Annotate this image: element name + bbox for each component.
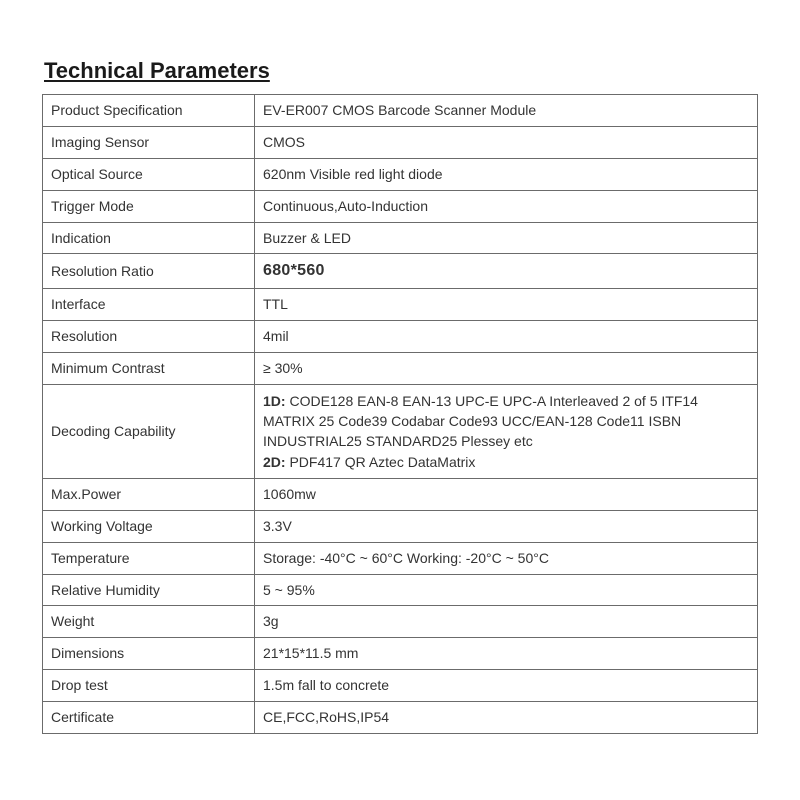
spec-value-text: 4mil (263, 328, 289, 344)
spec-value-text: Buzzer & LED (263, 230, 351, 246)
spec-value: EV-ER007 CMOS Barcode Scanner Module (255, 95, 758, 127)
spec-value-text: 5 ~ 95% (263, 582, 315, 598)
spec-label: Certificate (43, 702, 255, 734)
table-row: Indication Buzzer & LED (43, 222, 758, 254)
spec-value: 3.3V (255, 510, 758, 542)
spec-label: Trigger Mode (43, 190, 255, 222)
spec-value: 1.5m fall to concrete (255, 670, 758, 702)
table-row: Decoding Capability1D: CODE128 EAN-8 EAN… (43, 384, 758, 478)
table-row: Imaging Sensor CMOS (43, 126, 758, 158)
spec-label: Relative Humidity (43, 574, 255, 606)
table-row: Temperature Storage: -40°C ~ 60°C Working… (43, 542, 758, 574)
spec-value: ≥ 30% (255, 352, 758, 384)
table-row: Weight 3g (43, 606, 758, 638)
spec-value: 1D: CODE128 EAN-8 EAN-13 UPC-E UPC-A Int… (255, 384, 758, 478)
spec-value-text: 1060mw (263, 486, 316, 502)
spec-label: Weight (43, 606, 255, 638)
spec-value: 1060mw (255, 478, 758, 510)
decode-1d-label: 1D: (263, 393, 286, 409)
spec-label: Indication (43, 222, 255, 254)
spec-label: Optical Source (43, 158, 255, 190)
spec-value: 3g (255, 606, 758, 638)
page-container: Technical Parameters Product Specificati… (0, 0, 800, 734)
spec-value: TTL (255, 289, 758, 321)
spec-value-text: 21*15*11.5 mm (263, 645, 358, 661)
spec-value-text: 1.5m fall to concrete (263, 677, 389, 693)
spec-value-text: 680*560 (263, 262, 325, 279)
spec-value: Buzzer & LED (255, 222, 758, 254)
table-row: Minimum Contrast ≥ 30% (43, 352, 758, 384)
table-row: Relative Humidity 5 ~ 95% (43, 574, 758, 606)
spec-value-text: Continuous,Auto-Induction (263, 198, 428, 214)
spec-value-text: CE,FCC,RoHS,IP54 (263, 709, 389, 725)
spec-value: CE,FCC,RoHS,IP54 (255, 702, 758, 734)
spec-value-text: TTL (263, 296, 288, 312)
spec-table: Product Specification EV-ER007 CMOS Barco… (42, 94, 758, 734)
spec-value-text: ≥ 30% (263, 360, 303, 376)
spec-value: 620nm Visible red light diode (255, 158, 758, 190)
spec-label: Resolution (43, 320, 255, 352)
spec-value-text: 3.3V (263, 518, 292, 534)
decode-block: 1D: CODE128 EAN-8 EAN-13 UPC-E UPC-A Int… (263, 391, 749, 472)
spec-value-text: CMOS (263, 134, 305, 150)
decode-2d-label: 2D: (263, 454, 286, 470)
spec-value: 4mil (255, 320, 758, 352)
spec-value-text: 3g (263, 613, 279, 629)
decode-1d-text: CODE128 EAN-8 EAN-13 UPC-E UPC-A Interle… (263, 393, 698, 450)
spec-label: Max.Power (43, 478, 255, 510)
spec-value: 21*15*11.5 mm (255, 638, 758, 670)
spec-value: 680*560 (255, 254, 758, 289)
table-row: Dimensions 21*15*11.5 mm (43, 638, 758, 670)
table-row: Product Specification EV-ER007 CMOS Barco… (43, 95, 758, 127)
table-row: Trigger Mode Continuous,Auto-Induction (43, 190, 758, 222)
table-row: Interface TTL (43, 289, 758, 321)
spec-label: Dimensions (43, 638, 255, 670)
table-row: Resolution 4mil (43, 320, 758, 352)
spec-value: 5 ~ 95% (255, 574, 758, 606)
page-title: Technical Parameters (44, 58, 758, 84)
table-row: Max.Power 1060mw (43, 478, 758, 510)
spec-label: Interface (43, 289, 255, 321)
spec-value-text: Storage: -40°C ~ 60°C Working: -20°C ~ 5… (263, 550, 549, 566)
table-row: Optical Source 620nm Visible red light di… (43, 158, 758, 190)
spec-label: Drop test (43, 670, 255, 702)
spec-value: Continuous,Auto-Induction (255, 190, 758, 222)
spec-value-text: EV-ER007 CMOS Barcode Scanner Module (263, 102, 536, 118)
spec-label: Temperature (43, 542, 255, 574)
spec-value-text: 620nm Visible red light diode (263, 166, 443, 182)
spec-label: Decoding Capability (43, 384, 255, 478)
decode-2d-text: PDF417 QR Aztec DataMatrix (286, 454, 476, 470)
table-row: Drop test 1.5m fall to concrete (43, 670, 758, 702)
spec-label: Imaging Sensor (43, 126, 255, 158)
spec-label: Working Voltage (43, 510, 255, 542)
spec-value: Storage: -40°C ~ 60°C Working: -20°C ~ 5… (255, 542, 758, 574)
table-row: Certificate CE,FCC,RoHS,IP54 (43, 702, 758, 734)
spec-label: Resolution Ratio (43, 254, 255, 289)
spec-table-body: Product Specification EV-ER007 CMOS Barco… (43, 95, 758, 734)
spec-label: Product Specification (43, 95, 255, 127)
table-row: Resolution Ratio 680*560 (43, 254, 758, 289)
spec-value: CMOS (255, 126, 758, 158)
spec-label: Minimum Contrast (43, 352, 255, 384)
table-row: Working Voltage 3.3V (43, 510, 758, 542)
